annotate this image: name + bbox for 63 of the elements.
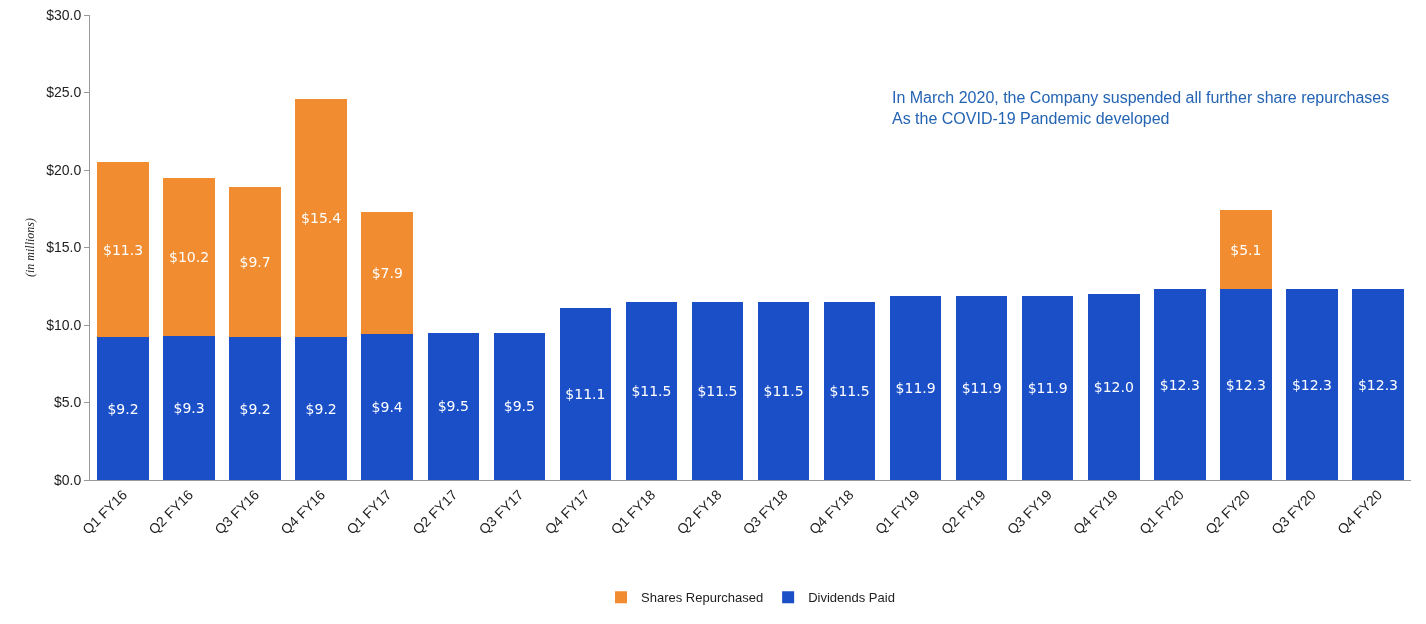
data-label: $11.9 [1027, 379, 1068, 396]
data-label: $12.3 [1291, 376, 1332, 393]
y-tick-label: $25.0 [46, 84, 82, 101]
y-tick-label: $30.0 [46, 6, 82, 23]
bar [625, 301, 678, 480]
data-label: $9.2 [305, 400, 337, 417]
data-label: $11.5 [829, 382, 870, 399]
y-axis-title: (in millions) [23, 218, 38, 277]
bar [1352, 289, 1404, 480]
y-tick-label: $0.0 [53, 471, 82, 488]
bar [1220, 210, 1272, 290]
y-tick-label: $10.0 [46, 316, 82, 333]
data-label: $11.9 [961, 379, 1002, 396]
y-tick-label: $5.0 [53, 394, 82, 411]
data-label: $7.9 [371, 265, 403, 282]
data-label: $11.5 [763, 382, 804, 399]
bar [493, 332, 546, 480]
data-label: $12.3 [1357, 376, 1399, 393]
data-label: $9.5 [503, 398, 535, 415]
data-label: $9.7 [239, 254, 271, 271]
bar [955, 295, 1008, 480]
data-label: $9.2 [239, 400, 271, 417]
bar [97, 162, 149, 338]
bar [823, 301, 876, 480]
bar [361, 211, 413, 335]
bar [1154, 289, 1206, 480]
bar [361, 334, 413, 480]
bar [1286, 289, 1338, 480]
y-tick-label: $20.0 [46, 161, 82, 178]
bar [97, 337, 149, 480]
bar [229, 337, 281, 480]
data-label: $9.2 [107, 400, 139, 417]
data-label: $12.0 [1093, 379, 1134, 395]
bar [691, 301, 744, 480]
data-label: $9.5 [437, 398, 469, 415]
data-label: $11.9 [895, 379, 936, 396]
bar [163, 335, 215, 480]
data-label: $11.5 [697, 382, 738, 399]
data-label: $10.2 [169, 248, 210, 265]
annotation: In March 2020, the Company suspended all further share repurchases As the COVID-19 Pandemic developed [892, 89, 1390, 127]
bar [757, 301, 810, 480]
y-tick-label: $15.0 [46, 239, 82, 256]
bar [295, 98, 347, 338]
bar [559, 307, 612, 480]
data-label: $9.4 [371, 399, 403, 416]
data-label: $11.5 [631, 382, 672, 399]
data-label: $9.3 [173, 399, 205, 416]
bar [889, 295, 942, 480]
legend-label: Dividends Paid [808, 590, 895, 606]
bar [1220, 289, 1272, 480]
bar [1088, 294, 1140, 480]
bar [1021, 295, 1074, 480]
legend-label: Shares Repurchased [641, 590, 764, 606]
data-label: $11.1 [565, 385, 606, 402]
data-label: $12.3 [1225, 376, 1266, 393]
data-label: $12.3 [1159, 376, 1200, 393]
data-label: $15.4 [301, 210, 342, 227]
data-label: $5.1 [1230, 241, 1262, 258]
bar [427, 332, 480, 480]
data-label: $11.3 [102, 241, 144, 258]
bar [295, 337, 347, 480]
bar [163, 177, 215, 336]
bar [229, 187, 281, 338]
